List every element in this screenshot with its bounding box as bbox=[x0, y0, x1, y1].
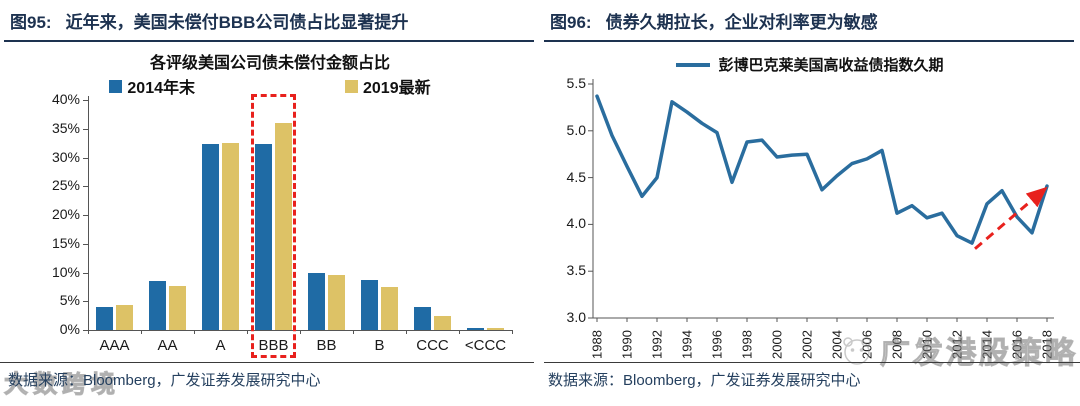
legend-item-2014: 2014年末 bbox=[109, 74, 195, 98]
figure-96-header: 图96: 债券久期拉长，企业对利率更为敏感 bbox=[550, 8, 1070, 33]
y-axis-label: 20% bbox=[51, 206, 80, 222]
bar-series-1 bbox=[328, 274, 345, 330]
y-axis-label: 30% bbox=[51, 148, 80, 165]
figure-96-header-rule bbox=[544, 40, 1074, 42]
bar-series-1 bbox=[275, 123, 292, 330]
x-axis-tick bbox=[353, 330, 354, 334]
bbb-highlight-box bbox=[251, 94, 296, 358]
line-chart-svg bbox=[588, 79, 1054, 322]
y-axis-label: 0% bbox=[59, 321, 80, 337]
y-axis-label: 35% bbox=[51, 119, 80, 136]
figure-96-title: 债券久期拉长，企业对利率更为敏感 bbox=[605, 13, 878, 32]
trend-arrow bbox=[974, 186, 1048, 250]
bar-chart-title: 各评级美国公司债未偿付金额占比 bbox=[149, 55, 390, 72]
duration-line bbox=[595, 94, 1049, 245]
figure-95-header: 图95: 近年来，美国未偿付BBB公司债占比显著提升 bbox=[10, 8, 530, 33]
bar-series-0 bbox=[414, 307, 431, 330]
figure-95-panel: 图95: 近年来，美国未偿付BBB公司债占比显著提升 各评级美国公司债未偿付金额占… bbox=[0, 8, 540, 399]
figure-96-source-rule bbox=[544, 362, 1080, 363]
bar-series-0 bbox=[149, 280, 166, 330]
x-axis-category-label: A bbox=[215, 337, 226, 354]
legend-line-label: 彭博巴克莱美国高收益债指数久期 bbox=[718, 57, 944, 74]
x-axis-tick bbox=[141, 330, 142, 334]
bar-series-1 bbox=[169, 286, 186, 330]
figure-96-label: 图96: bbox=[550, 13, 592, 32]
x-axis-tick bbox=[88, 330, 89, 334]
legend-swatch-2019 bbox=[345, 79, 358, 93]
x-axis-category-label: AA bbox=[157, 337, 178, 354]
figure-96-panel: 图96: 债券久期拉长，企业对利率更为敏感 彭博巴克莱美国高收益债指数久期 3.0… bbox=[540, 0, 1080, 406]
y-axis-label: 25% bbox=[51, 177, 80, 194]
x-axis-tick bbox=[247, 330, 248, 334]
y-axis-tick bbox=[83, 272, 88, 274]
y-axis-tick bbox=[83, 301, 88, 303]
legend-swatch-2014 bbox=[109, 79, 123, 93]
x-axis-tick bbox=[194, 330, 195, 334]
figure-96-source: 数据来源：Bloomberg，广发证券发展研究中心 bbox=[548, 372, 861, 389]
bar-series-1 bbox=[487, 327, 504, 330]
watermark-left: 大数跨境 bbox=[3, 370, 120, 398]
y-axis-label: 15% bbox=[51, 234, 80, 251]
y-axis-label: 10% bbox=[51, 263, 80, 280]
bar-series-1 bbox=[116, 305, 133, 330]
x-axis-category-label: AAA bbox=[99, 337, 130, 354]
bar-series-0 bbox=[255, 144, 272, 330]
y-axis-label: 5% bbox=[59, 292, 80, 309]
y-axis-label: 40% bbox=[51, 91, 80, 107]
bar-series-0 bbox=[96, 307, 113, 330]
watermark-right-text: 广发港股策略 bbox=[879, 336, 1078, 370]
x-axis-category-label: <CCC bbox=[464, 337, 507, 354]
y-axis-tick bbox=[83, 330, 88, 331]
legend-line-swatch bbox=[676, 62, 711, 67]
legend-label-2014: 2014年末 bbox=[127, 80, 195, 97]
bar-chart-legend: 2014年末 2019最新 bbox=[0, 74, 540, 98]
watermark-right: 广发港股策略 bbox=[840, 328, 1078, 372]
figure-95-source: 数据来源：Bloomberg，广发证券发展研究中心 bbox=[8, 372, 321, 389]
bar-series-0 bbox=[202, 144, 219, 330]
bar-chart-plot: 0% 5% 10% 15% 20% 25% 30% 35% 40% AAA AA A BBB BB B CCC… bbox=[51, 91, 513, 358]
line-chart-legend: 彭博巴克莱美国高收益债指数久期 bbox=[540, 54, 1080, 75]
bar-series-1 bbox=[222, 143, 239, 330]
y-axis-tick bbox=[83, 215, 88, 216]
x-axis-tick bbox=[512, 330, 513, 334]
legend-label-2019: 2019最新 bbox=[363, 80, 431, 97]
x-axis-category-label: B bbox=[374, 337, 385, 354]
bar-series-0 bbox=[361, 279, 378, 330]
figure-95-source-rule bbox=[0, 362, 534, 363]
x-axis-tick bbox=[300, 330, 301, 334]
watermark-panda-logo bbox=[843, 337, 871, 365]
x-axis-category-label: BB bbox=[316, 337, 337, 354]
y-axis-tick bbox=[83, 157, 88, 159]
legend-item-2019: 2019最新 bbox=[345, 74, 431, 98]
bar-series-1 bbox=[381, 287, 398, 330]
x-axis-category-label: CCC bbox=[416, 337, 449, 354]
y-axis-line bbox=[88, 96, 89, 330]
figure-95-label: 图95: bbox=[10, 13, 52, 32]
x-axis-tick bbox=[459, 330, 460, 334]
figure-95-title: 近年来，美国未偿付BBB公司债占比显著提升 bbox=[65, 13, 409, 32]
x-axis-tick bbox=[406, 330, 407, 334]
y-axis-tick bbox=[83, 243, 88, 245]
y-axis-tick bbox=[83, 128, 88, 130]
bar-series-0 bbox=[308, 273, 325, 330]
bar-series-1 bbox=[434, 315, 451, 330]
figure-95-header-rule bbox=[4, 40, 534, 42]
bar-series-0 bbox=[467, 327, 484, 330]
y-axis-tick bbox=[83, 186, 88, 188]
y-axis-tick bbox=[83, 100, 88, 101]
x-axis-category-label: BBB bbox=[258, 337, 289, 354]
